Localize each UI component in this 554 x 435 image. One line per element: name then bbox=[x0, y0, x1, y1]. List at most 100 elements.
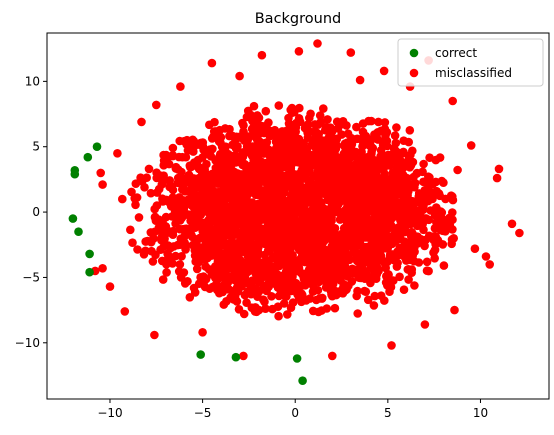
data-point-misclassified bbox=[369, 248, 379, 258]
data-point-misclassified bbox=[287, 286, 296, 296]
data-point-misclassified bbox=[376, 291, 386, 301]
data-point-misclassified bbox=[316, 272, 326, 282]
data-point-misclassified bbox=[515, 228, 524, 238]
data-point-misclassified bbox=[288, 146, 298, 155]
data-point-correct bbox=[70, 169, 80, 179]
data-point-misclassified bbox=[380, 169, 390, 179]
data-point-misclassified bbox=[189, 283, 199, 293]
data-point-misclassified bbox=[131, 200, 140, 210]
data-point-misclassified bbox=[291, 122, 301, 132]
data-point-misclassified bbox=[264, 163, 274, 173]
data-point-misclassified bbox=[303, 223, 313, 233]
data-point-misclassified bbox=[437, 208, 447, 217]
data-point-misclassified bbox=[216, 152, 226, 162]
data-point-misclassified bbox=[157, 180, 167, 189]
data-point-misclassified bbox=[404, 265, 413, 274]
data-point-misclassified bbox=[224, 243, 233, 253]
data-point-misclassified bbox=[186, 210, 196, 220]
data-point-misclassified bbox=[236, 196, 246, 206]
legend-marker-misclassified bbox=[409, 68, 419, 78]
data-point-misclassified bbox=[352, 291, 362, 301]
data-point-misclassified bbox=[184, 229, 194, 239]
data-point-misclassified bbox=[308, 235, 318, 244]
data-point-misclassified bbox=[449, 234, 459, 243]
data-point-misclassified bbox=[270, 125, 280, 135]
data-point-misclassified bbox=[321, 122, 331, 132]
data-point-misclassified bbox=[310, 251, 319, 260]
data-point-misclassified bbox=[242, 217, 251, 226]
data-point-misclassified bbox=[229, 287, 238, 297]
data-point-misclassified bbox=[280, 259, 289, 269]
data-point-misclassified bbox=[419, 177, 428, 187]
data-point-misclassified bbox=[215, 137, 225, 146]
data-point-misclassified bbox=[330, 187, 340, 197]
data-point-misclassified bbox=[171, 208, 181, 218]
data-point-misclassified bbox=[193, 252, 203, 262]
data-point-misclassified bbox=[369, 301, 379, 310]
data-point-misclassified bbox=[239, 268, 249, 277]
data-point-misclassified bbox=[429, 248, 438, 257]
data-point-misclassified bbox=[315, 111, 325, 120]
data-point-misclassified bbox=[371, 162, 381, 172]
data-point-misclassified bbox=[188, 240, 198, 250]
data-point-misclassified bbox=[175, 224, 185, 234]
data-point-misclassified bbox=[330, 303, 340, 313]
data-point-misclassified bbox=[159, 150, 168, 160]
data-point-misclassified bbox=[403, 191, 412, 200]
data-point-misclassified bbox=[370, 291, 380, 301]
data-point-misclassified bbox=[286, 274, 296, 284]
data-point-misclassified bbox=[405, 163, 415, 172]
data-point-misclassified bbox=[466, 141, 476, 150]
data-point-misclassified bbox=[429, 235, 439, 245]
data-point-misclassified bbox=[358, 119, 368, 128]
data-point-misclassified bbox=[341, 161, 350, 170]
data-point-misclassified bbox=[365, 217, 375, 226]
data-point-misclassified bbox=[146, 188, 156, 198]
data-point-misclassified bbox=[257, 147, 266, 157]
data-point-misclassified bbox=[324, 146, 333, 155]
data-point-misclassified bbox=[311, 215, 321, 225]
data-point-misclassified bbox=[236, 205, 245, 215]
data-point-misclassified bbox=[308, 184, 318, 194]
data-point-misclassified bbox=[139, 250, 149, 259]
data-point-misclassified bbox=[265, 131, 275, 141]
data-point-misclassified bbox=[253, 159, 262, 169]
data-point-misclassified bbox=[385, 250, 395, 259]
data-point-misclassified bbox=[448, 96, 458, 106]
data-point-misclassified bbox=[272, 209, 282, 219]
data-point-misclassified bbox=[205, 145, 215, 154]
data-point-misclassified bbox=[299, 149, 309, 159]
data-point-misclassified bbox=[340, 270, 349, 280]
data-point-misclassified bbox=[210, 117, 219, 127]
legend-box bbox=[397, 38, 544, 87]
data-point-misclassified bbox=[260, 190, 269, 200]
data-point-misclassified bbox=[208, 217, 217, 226]
data-point-misclassified bbox=[213, 274, 223, 283]
data-point-misclassified bbox=[317, 142, 327, 152]
data-point-misclassified bbox=[292, 186, 301, 195]
data-point-misclassified bbox=[420, 320, 430, 329]
data-point-misclassified bbox=[296, 231, 306, 241]
data-point-misclassified bbox=[197, 190, 206, 199]
data-point-misclassified bbox=[232, 151, 241, 161]
data-point-misclassified bbox=[313, 285, 323, 295]
data-point-misclassified bbox=[288, 250, 297, 260]
data-point-misclassified bbox=[309, 171, 318, 181]
data-point-misclassified bbox=[347, 204, 357, 214]
data-point-misclassified bbox=[165, 197, 174, 207]
x-tick-label: 5 bbox=[384, 406, 392, 420]
data-point-misclassified bbox=[352, 122, 361, 132]
data-point-misclassified bbox=[492, 173, 502, 183]
data-point-misclassified bbox=[390, 176, 400, 185]
data-point-misclassified bbox=[243, 278, 252, 288]
data-point-misclassified bbox=[231, 187, 241, 196]
data-point-misclassified bbox=[371, 231, 381, 240]
data-point-misclassified bbox=[439, 216, 448, 226]
data-point-misclassified bbox=[204, 223, 214, 232]
data-point-misclassified bbox=[283, 310, 292, 319]
points-layer bbox=[68, 39, 524, 386]
data-point-misclassified bbox=[223, 171, 233, 180]
data-point-misclassified bbox=[254, 271, 264, 280]
data-point-misclassified bbox=[448, 208, 457, 217]
data-point-misclassified bbox=[356, 203, 365, 213]
